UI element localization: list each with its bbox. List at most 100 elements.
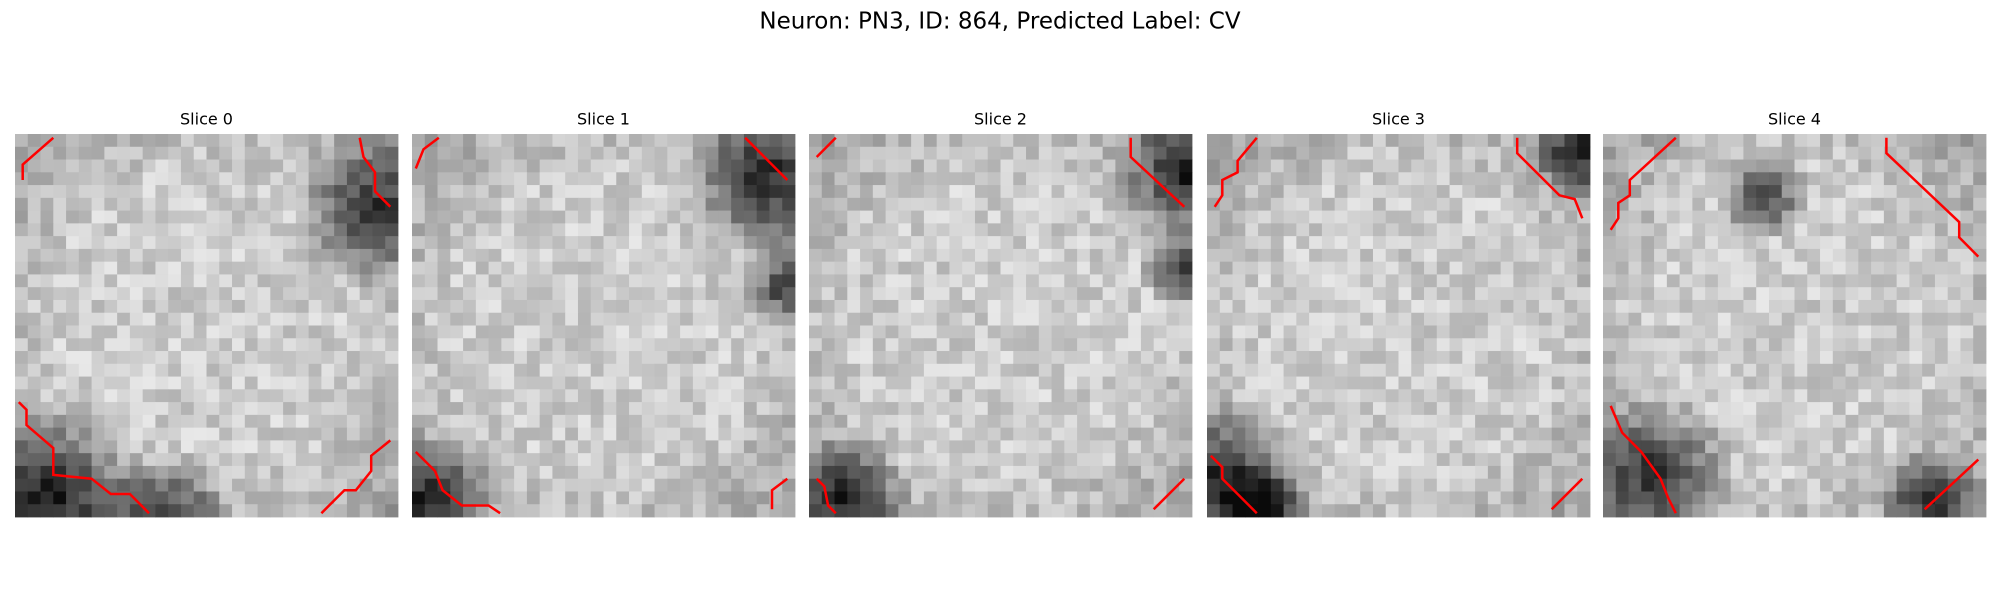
pixel xyxy=(1679,414,1693,429)
pixel xyxy=(385,312,399,326)
pixel xyxy=(1026,453,1040,467)
pixel xyxy=(1321,236,1336,250)
pixel xyxy=(731,427,745,441)
pixel xyxy=(283,363,297,377)
pixel xyxy=(1538,210,1553,224)
pixel xyxy=(1947,172,1961,186)
pixel xyxy=(15,478,29,492)
pixel xyxy=(1934,376,1949,390)
pixel xyxy=(193,376,207,390)
pixel xyxy=(1258,236,1272,250)
pixel xyxy=(232,299,246,314)
pixel xyxy=(821,414,835,429)
pixel xyxy=(1871,440,1885,454)
pixel xyxy=(641,363,655,377)
pixel xyxy=(1513,325,1527,339)
pixel xyxy=(860,312,874,326)
pixel xyxy=(1245,146,1259,160)
pixel xyxy=(911,287,925,301)
pixel xyxy=(590,376,604,390)
pixel xyxy=(1360,299,1374,314)
pixel xyxy=(1654,389,1668,403)
pixel xyxy=(654,172,668,186)
pixel xyxy=(718,159,732,173)
pixel xyxy=(155,351,169,365)
pixel xyxy=(1475,414,1489,429)
pixel xyxy=(321,223,335,237)
pixel xyxy=(129,478,144,492)
pixel xyxy=(1973,402,1987,416)
pixel xyxy=(1475,440,1489,454)
pixel xyxy=(743,389,758,403)
pixel xyxy=(1398,134,1412,148)
pixel xyxy=(860,363,874,377)
pixel xyxy=(1500,351,1514,365)
pixel xyxy=(1449,248,1463,263)
pixel xyxy=(1526,440,1540,454)
pixel xyxy=(629,159,643,173)
pixel xyxy=(270,261,284,275)
pixel xyxy=(1051,351,1065,365)
pixel xyxy=(1564,504,1578,518)
pixel xyxy=(1115,185,1129,199)
pixel xyxy=(526,185,541,199)
pixel xyxy=(1807,312,1821,326)
pixel xyxy=(1692,210,1706,224)
pixel xyxy=(1577,223,1591,237)
pixel xyxy=(308,376,322,390)
pixel xyxy=(1051,274,1065,288)
pixel xyxy=(1321,402,1336,416)
pixel xyxy=(885,504,899,518)
pixel xyxy=(1871,236,1885,250)
pixel xyxy=(1768,197,1783,211)
pixel xyxy=(1064,159,1078,173)
pixel xyxy=(1207,210,1221,224)
pixel xyxy=(1781,312,1795,326)
pixel xyxy=(680,146,694,160)
pixel xyxy=(1089,325,1104,339)
pixel xyxy=(782,440,796,454)
pixel xyxy=(168,363,182,377)
pixel xyxy=(1973,351,1987,365)
pixel xyxy=(1820,312,1834,326)
pixel xyxy=(872,465,886,480)
pixel xyxy=(923,197,938,211)
pixel xyxy=(629,504,643,518)
pixel xyxy=(1666,363,1680,377)
pixel xyxy=(1166,159,1180,173)
pixel xyxy=(244,312,258,326)
pixel xyxy=(539,248,553,263)
pixel xyxy=(629,453,643,467)
pixel xyxy=(680,248,694,263)
pixel xyxy=(1334,465,1348,480)
pixel xyxy=(232,453,246,467)
pixel xyxy=(577,299,592,314)
pixel xyxy=(1781,440,1795,454)
pixel xyxy=(1411,223,1425,237)
pixel xyxy=(1334,236,1348,250)
pixel xyxy=(295,185,310,199)
pixel xyxy=(898,312,912,326)
pixel xyxy=(1883,223,1898,237)
pixel xyxy=(27,351,41,365)
pixel xyxy=(1513,261,1527,275)
pixel xyxy=(1820,274,1834,288)
pixel xyxy=(1603,491,1617,505)
pixel xyxy=(283,325,297,339)
pixel xyxy=(1270,287,1284,301)
pixel xyxy=(1372,491,1387,505)
pixel xyxy=(1807,363,1821,377)
pixel xyxy=(514,261,528,275)
pixel xyxy=(936,287,950,301)
pixel xyxy=(705,223,719,237)
pixel xyxy=(1102,478,1116,492)
pixel xyxy=(987,172,1001,186)
pixel xyxy=(1347,389,1361,403)
pixel xyxy=(680,299,694,314)
pixel xyxy=(1089,197,1104,211)
pixel xyxy=(1411,134,1425,148)
pixel xyxy=(257,465,271,480)
pixel xyxy=(1347,491,1361,505)
pixel xyxy=(641,299,655,314)
pixel xyxy=(295,134,310,148)
